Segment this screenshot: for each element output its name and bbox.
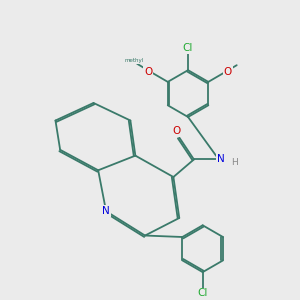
Text: Cl: Cl bbox=[183, 43, 193, 53]
Text: O: O bbox=[172, 126, 181, 136]
Text: O: O bbox=[224, 67, 232, 77]
Text: N: N bbox=[217, 154, 225, 164]
Text: N: N bbox=[102, 206, 110, 216]
Text: Cl: Cl bbox=[197, 289, 208, 298]
Text: methyl: methyl bbox=[124, 58, 144, 63]
Text: O: O bbox=[144, 67, 152, 77]
Text: H: H bbox=[231, 158, 237, 167]
